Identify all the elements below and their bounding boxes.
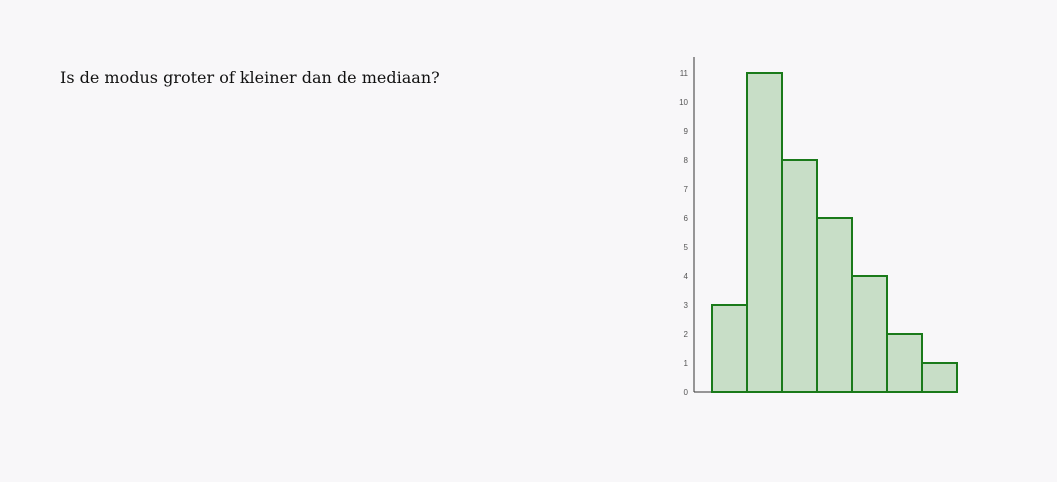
y-tick-label: 5 [684,243,689,252]
y-tick-label: 1 [684,359,689,368]
y-tick-label: 11 [680,69,689,78]
y-tick-label: 7 [684,185,689,194]
y-tick-label: 0 [684,388,689,397]
histogram-bars [711,72,958,393]
histogram-bar [746,72,783,393]
histogram-bar [816,217,853,393]
y-axis-ticks: 0 1 2 3 4 5 6 7 8 9 10 11 [679,69,688,397]
y-tick-label: 2 [684,330,689,339]
y-tick-label: 9 [684,127,689,136]
histogram-bar [921,362,958,393]
y-tick-label: 10 [679,98,688,107]
histogram-bar [781,159,818,393]
y-tick-label: 8 [684,156,689,165]
y-tick-label: 6 [684,214,689,223]
y-tick-label: 4 [684,272,689,281]
histogram-bar [711,304,748,393]
question-text: Is de modus groter of kleiner dan de med… [60,68,440,87]
y-tick-label: 3 [684,301,689,310]
histogram-bar [886,333,923,393]
histogram-bar [851,275,888,393]
histogram-chart: 0 1 2 3 4 5 6 7 8 9 10 11 [679,57,958,397]
